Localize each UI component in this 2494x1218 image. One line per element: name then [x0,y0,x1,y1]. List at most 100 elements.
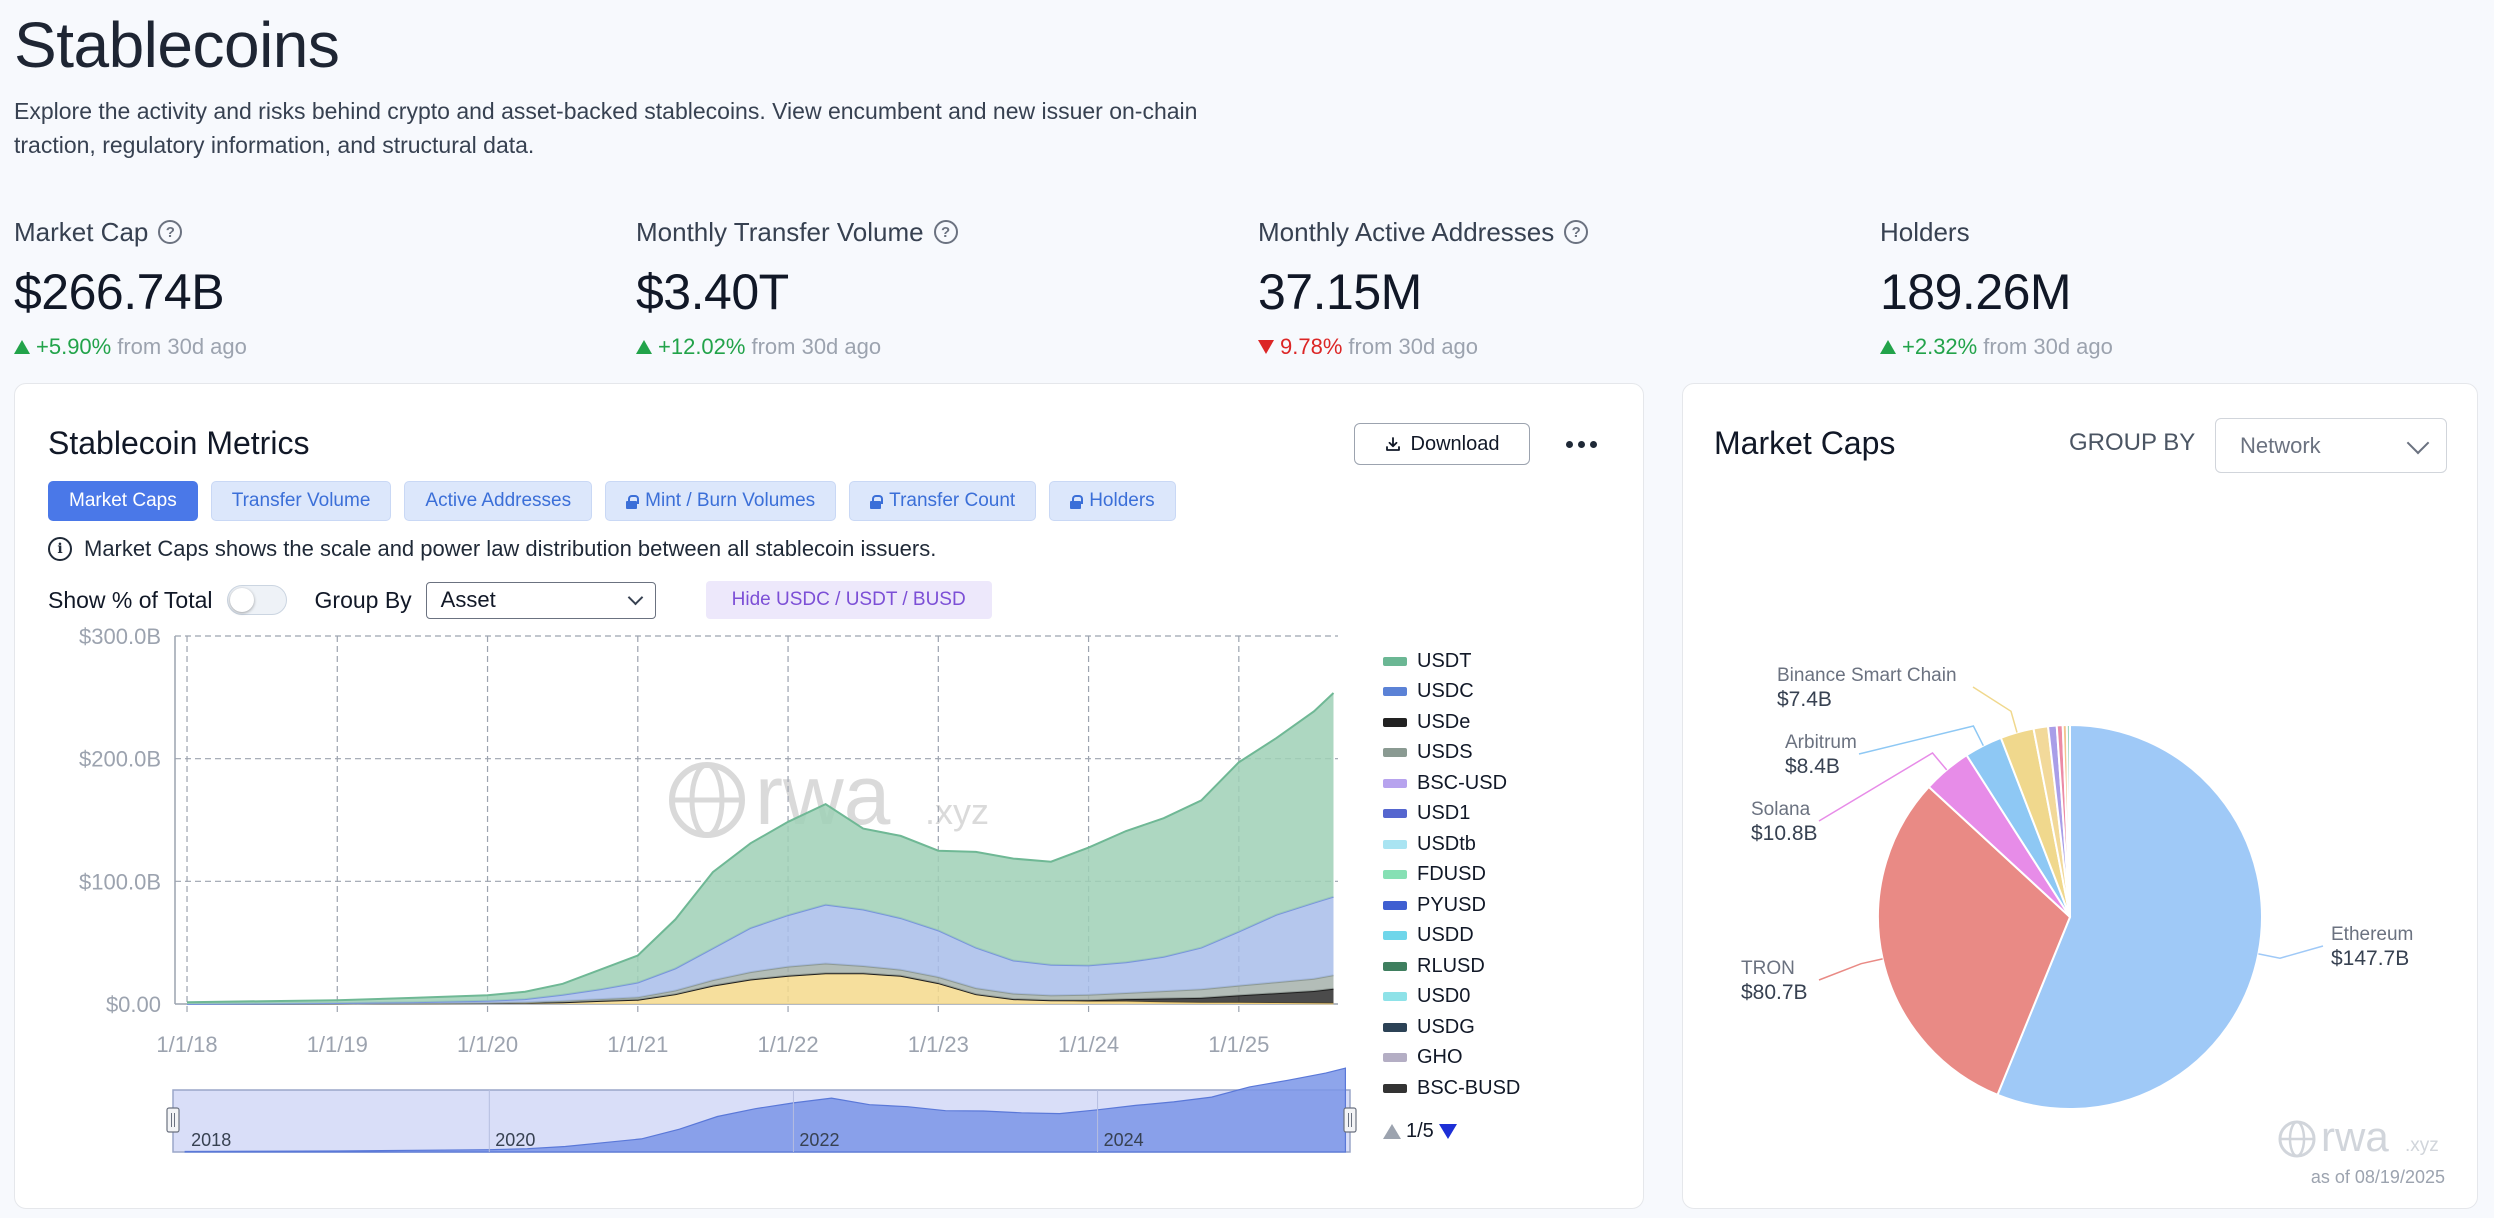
pie-slice-ethereum[interactable] [1996,723,2263,1110]
legend-prev-page-icon[interactable] [1383,1124,1401,1139]
pie-label-name: TRON [1741,958,1795,979]
legend-swatch [1383,931,1407,941]
legend-item-fdusd[interactable]: FDUSD [1383,860,1520,891]
x-tick-label: 1/1/23 [908,1032,969,1057]
area-busd-other[interactable] [187,973,1334,1004]
tab-transfer-volume[interactable]: Transfer Volume [210,481,392,521]
navigator-label: 2020 [495,1130,535,1150]
navigator-handle[interactable] [166,1107,180,1133]
stat-change: +5.90% from 30d ago [14,332,614,362]
legend-label: USDD [1417,924,1474,947]
legend-swatch [1383,1083,1407,1093]
legend-item-gho[interactable]: GHO [1383,1043,1520,1074]
stat-change: 9.78% from 30d ago [1258,332,1858,362]
pie-connector [1818,958,1883,981]
stat-monthly-transfer-volume: Monthly Transfer Volume? $3.40T +12.02% fro… [636,214,1236,362]
pie-group-by-label: GROUP BY [2069,429,2196,456]
area-usdt[interactable] [187,693,1334,1004]
legend-label: USDe [1417,710,1471,733]
more-options-button[interactable] [1561,424,1601,464]
svg-text:rwa: rwa [2321,1113,2389,1160]
pie-slice[interactable] [2065,723,2071,918]
navigator-label: 2022 [799,1130,839,1150]
show-pct-toggle[interactable] [226,585,287,615]
hide-usdc-usdt-busd-button[interactable]: Hide USDC / USDT / BUSD [705,581,992,619]
question-circle-icon[interactable]: ? [1564,220,1589,244]
stablecoin-metrics-card: Stablecoin Metrics Download Market Caps T… [14,383,1644,1209]
legend-swatch [1383,748,1407,758]
network-select[interactable]: Network [2215,418,2447,473]
stat-holders: Holders 189.26M +2.32% from 30d ago [1880,214,2480,362]
tab-holders[interactable]: Holders [1049,481,1176,521]
legend-label: RLUSD [1417,954,1485,977]
legend-item-usdc[interactable]: USDC [1383,677,1520,708]
stat-value: 189.26M [1880,264,2072,320]
legend-item-usd0[interactable]: USD0 [1383,982,1520,1013]
pie-label-name: Binance Smart Chain [1777,665,1957,686]
legend-pager: 1/5 [1383,1120,1457,1143]
legend-label: BSC-USD [1417,771,1508,794]
download-button[interactable]: Download [1354,423,1530,465]
tab-market-caps[interactable]: Market Caps [48,481,198,521]
legend-label: GHO [1417,1046,1463,1069]
question-circle-icon[interactable]: ? [158,220,183,244]
group-by-value: Asset [440,587,496,612]
legend-item-rlusd[interactable]: RLUSD [1383,951,1520,982]
market-caps-pie-card: Market Caps GROUP BY Network Ethereum $14… [1682,383,2478,1209]
area-usdc[interactable] [187,896,1334,1004]
legend-item-bsc-busd[interactable]: BSC-BUSD [1383,1073,1520,1104]
lock-icon [870,494,884,509]
legend-swatch [1383,900,1407,910]
pie-connector [1858,725,1984,755]
legend-item-usd1[interactable]: USD1 [1383,799,1520,830]
range-navigator[interactable]: 2018 2020 2022 2024 [166,1067,1357,1153]
legend-item-bsc-usd[interactable]: BSC-USD [1383,768,1520,799]
info-line: i Market Caps shows the scale and power … [48,536,936,562]
stat-change-value: 9.78% [1280,334,1343,359]
chart-legend: USDT USDC USDe USDS BSC-USD USD1 USDtb FDUSD PYU… [1383,646,1520,1104]
pie-connector [1972,686,2018,733]
tab-active-addresses[interactable]: Active Addresses [404,481,593,521]
group-by-select[interactable]: Asset [425,581,656,619]
navigator-handle[interactable] [1343,1107,1357,1133]
tab-mint-burn-volumes[interactable]: Mint / Burn Volumes [605,481,837,521]
legend-item-usdtb[interactable]: USDtb [1383,829,1520,860]
tab-label: Holders [1089,490,1155,511]
legend-item-pyusd[interactable]: PYUSD [1383,890,1520,921]
pie-label-value: $147.7B [2331,947,2409,970]
navigator-label: 2018 [191,1130,231,1150]
stat-change-suffix: from 30d ago [1348,334,1479,359]
legend-label: USDS [1417,741,1473,764]
stat-label: Market Cap? [14,214,614,250]
stat-change: +2.32% from 30d ago [1880,332,2480,362]
arrow-down-icon [1258,340,1274,354]
stat-change-suffix: from 30d ago [117,334,247,359]
metric-tabs: Market Caps Transfer Volume Active Address… [48,481,1176,521]
navigator-label: 2024 [1104,1130,1144,1150]
legend-next-page-icon[interactable] [1438,1124,1457,1139]
legend-item-usdg[interactable]: USDG [1383,1012,1520,1043]
question-circle-icon[interactable]: ? [933,220,958,244]
tab-label: Market Caps [69,490,177,511]
legend-label: USDG [1417,1015,1475,1038]
stat-change: +12.02% from 30d ago [636,332,1236,362]
legend-item-usdt[interactable]: USDT [1383,646,1520,677]
legend-label: USDtb [1417,832,1476,855]
metrics-card-title: Stablecoin Metrics [48,425,310,461]
arrow-up-icon [1880,340,1896,354]
x-tick-label: 1/1/19 [307,1032,368,1057]
tab-label: Transfer Volume [231,490,371,511]
area-usde[interactable] [187,973,1334,1004]
tab-transfer-count[interactable]: Transfer Count [849,481,1037,521]
legend-label: USDC [1417,680,1474,703]
legend-item-usds[interactable]: USDS [1383,738,1520,769]
legend-item-usde[interactable]: USDe [1383,707,1520,738]
pie-slice-tron[interactable] [1877,785,2072,1097]
page-title: Stablecoins [14,9,340,81]
line-usdt [186,692,1335,1004]
pie-label-value: $7.4B [1777,688,1832,711]
legend-item-usdd[interactable]: USDD [1383,921,1520,952]
legend-swatch [1383,809,1407,819]
y-tick-label: $0.00 [106,992,161,1017]
legend-label: USDT [1417,649,1472,672]
